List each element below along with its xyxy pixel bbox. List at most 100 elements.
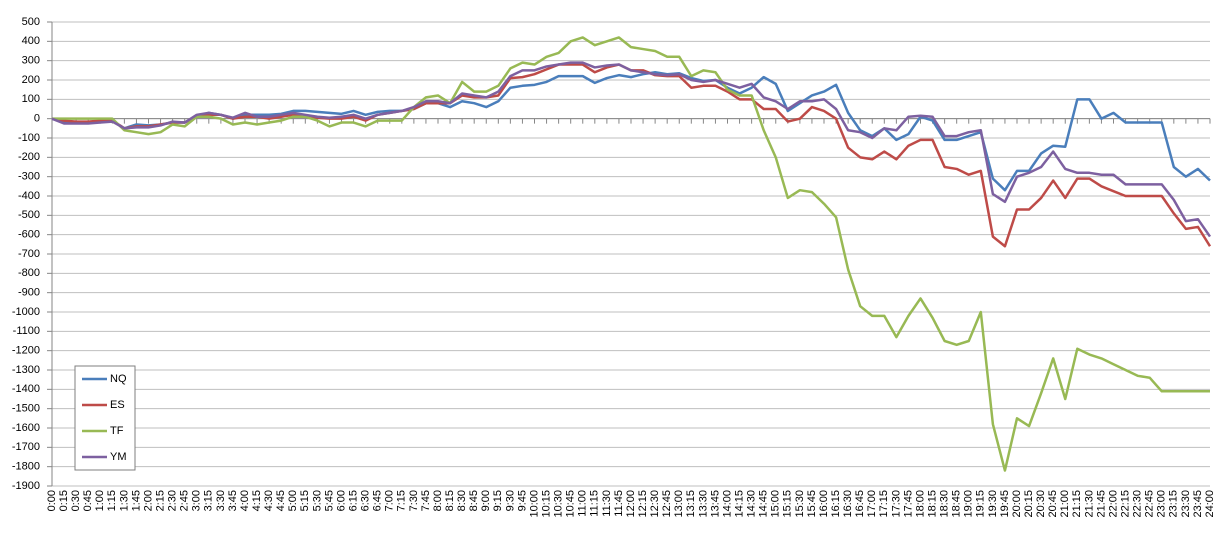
- legend-label: ES: [110, 399, 125, 411]
- x-tick-label: 11:00: [577, 490, 589, 517]
- x-tick-label: 21:45: [1095, 490, 1107, 518]
- x-tick-label: 0:45: [82, 490, 94, 511]
- x-tick-label: 12:00: [625, 490, 637, 518]
- x-tick-label: 6:45: [372, 490, 384, 511]
- y-tick-label: -800: [18, 267, 40, 279]
- x-tick-label: 3:00: [191, 490, 203, 511]
- x-tick-label: 6:00: [335, 490, 347, 511]
- legend: NQ ES TF YM: [74, 365, 136, 471]
- x-tick-label: 13:00: [673, 490, 685, 518]
- x-tick-label: 15:45: [806, 490, 818, 518]
- x-tick-label: 16:30: [842, 490, 854, 518]
- x-tick-label: 9:30: [504, 490, 516, 511]
- x-tick-label: 11:30: [601, 490, 613, 517]
- x-tick-label: 21:00: [1059, 490, 1071, 518]
- x-tick-label: 3:15: [203, 490, 215, 511]
- x-tick-label: 5:15: [299, 490, 311, 511]
- x-tick-label: 10:15: [540, 490, 552, 518]
- x-tick-label: 3:30: [215, 490, 227, 511]
- x-tick-label: 18:30: [939, 490, 951, 518]
- y-tick-label: -1200: [12, 345, 40, 357]
- x-tick-label: 14:15: [733, 490, 745, 518]
- x-tick-label: 0:00: [46, 490, 58, 511]
- y-tick-label: -1400: [12, 383, 40, 395]
- y-tick-label: -1800: [12, 461, 40, 473]
- x-tick-label: 5:00: [287, 490, 299, 511]
- x-tick-label: 17:45: [902, 490, 914, 518]
- x-tick-label: 3:45: [227, 490, 239, 511]
- x-tick-label: 20:15: [1023, 490, 1035, 518]
- x-tick-label: 5:45: [323, 490, 335, 511]
- y-tick-label: -300: [18, 171, 40, 183]
- x-tick-label: 6:15: [347, 490, 359, 511]
- x-tick-label: 15:00: [770, 490, 782, 518]
- x-tick-label: 16:15: [830, 490, 842, 518]
- y-tick-label: -100: [18, 132, 40, 144]
- x-tick-label: 4:45: [275, 490, 287, 511]
- x-tick-label: 6:30: [360, 490, 372, 511]
- x-tick-label: 20:45: [1047, 490, 1059, 518]
- x-tick-label: 5:30: [311, 490, 323, 511]
- x-tick-label: 18:00: [914, 490, 926, 518]
- x-tick-label: 23:00: [1156, 490, 1168, 518]
- x-tick-label: 22:30: [1132, 490, 1144, 518]
- y-tick-label: 400: [22, 35, 40, 47]
- x-tick-label: 8:00: [432, 490, 444, 511]
- x-tick-label: 15:30: [794, 490, 806, 518]
- x-tick-label: 19:15: [975, 490, 987, 518]
- y-tick-label: -200: [18, 151, 40, 163]
- y-tick-label: 100: [22, 93, 40, 105]
- series-line: [51, 71, 1211, 192]
- x-tick-label: 8:45: [468, 490, 480, 511]
- x-tick-label: 10:00: [528, 490, 540, 518]
- y-tick-label: 0: [34, 113, 40, 125]
- y-tick-label: -900: [18, 287, 40, 299]
- x-tick-label: 19:45: [999, 490, 1011, 518]
- x-tick-label: 22:00: [1107, 490, 1119, 518]
- series-line: [51, 63, 1212, 248]
- x-tick-label: 12:15: [637, 490, 649, 518]
- y-tick-label: -400: [18, 190, 40, 202]
- x-tick-label: 23:30: [1180, 490, 1192, 518]
- x-tick-label: 9:45: [516, 490, 528, 511]
- x-tick-label: 17:15: [878, 490, 890, 518]
- x-tick-label: 12:45: [661, 490, 673, 518]
- x-tick-label: 1:30: [118, 490, 130, 511]
- x-tick-label: 18:15: [926, 490, 938, 518]
- y-tick-label: -1900: [12, 480, 40, 492]
- x-tick-label: 1:45: [130, 490, 142, 511]
- y-tick-label: -1600: [12, 422, 40, 434]
- x-tick-label: 9:15: [492, 490, 504, 511]
- y-tick-label: -500: [18, 209, 40, 221]
- x-tick-label: 16:00: [818, 490, 830, 518]
- series-line: [51, 61, 1212, 238]
- x-tick-label: 7:45: [420, 490, 432, 511]
- x-tick-label: 1:15: [106, 490, 118, 511]
- x-tick-label: 10:45: [565, 490, 577, 518]
- x-tick-label: 1:00: [94, 490, 106, 511]
- x-tick-label: 21:15: [1071, 490, 1083, 518]
- y-tick-label: -1100: [13, 325, 40, 337]
- x-tick-label: 7:15: [396, 490, 408, 511]
- x-tick-label: 4:30: [263, 490, 275, 511]
- x-tick-label: 14:45: [758, 490, 770, 518]
- x-tick-label: 11:15: [589, 490, 601, 517]
- x-tick-label: 2:45: [179, 490, 191, 511]
- x-tick-label: 21:30: [1083, 490, 1095, 518]
- x-tick-label: 2:00: [142, 490, 154, 511]
- x-tick-label: 15:15: [782, 490, 794, 518]
- x-tick-label: 8:15: [444, 490, 456, 511]
- x-tick-label: 13:45: [709, 490, 721, 518]
- x-tick-label: 17:00: [866, 490, 878, 518]
- x-tick-label: 22:15: [1119, 490, 1131, 518]
- x-tick-label: 20:00: [1011, 490, 1023, 518]
- y-tick-label: -600: [18, 229, 40, 241]
- x-tick-label: 19:00: [963, 490, 975, 518]
- y-tick-label: -700: [18, 248, 40, 260]
- x-tick-label: 14:30: [746, 490, 758, 518]
- x-tick-label: 22:45: [1144, 490, 1156, 518]
- x-tick-label: 12:30: [649, 490, 661, 518]
- legend-label: YM: [110, 451, 127, 463]
